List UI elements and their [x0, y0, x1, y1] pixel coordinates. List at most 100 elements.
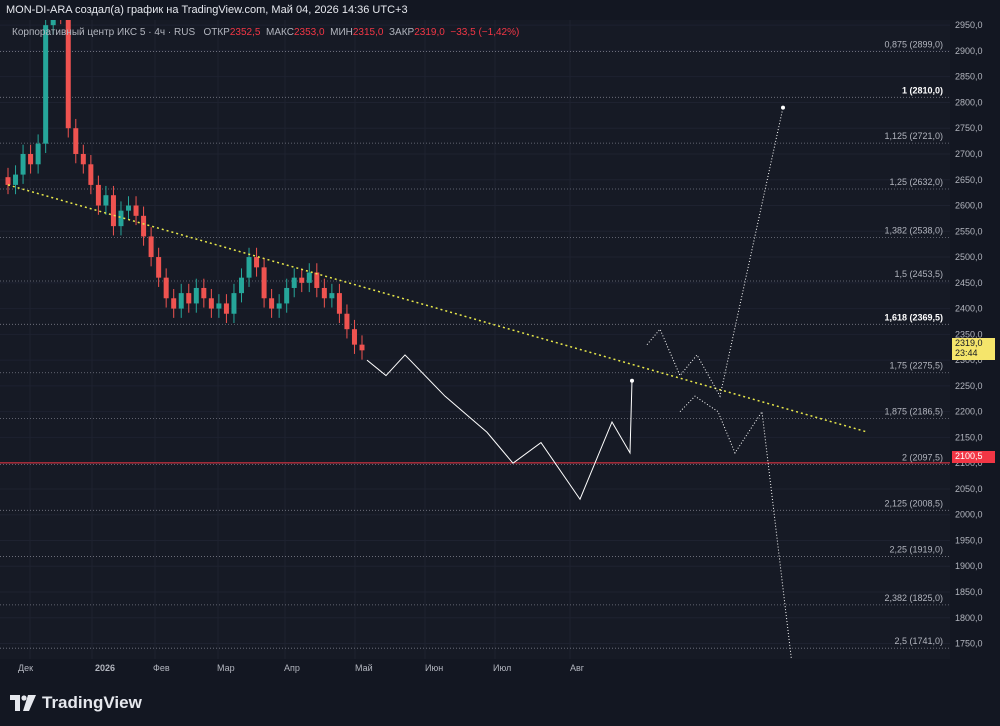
y-tick-label: 2350,0 [955, 329, 983, 339]
low-label: МИН [330, 27, 353, 38]
candle-body [43, 25, 49, 144]
chart-author-title: MON-DI-ARA создал(а) график на TradingVi… [6, 4, 408, 16]
candle-body [321, 287, 327, 299]
candle-body [5, 177, 11, 185]
y-tick-label: 2500,0 [955, 252, 983, 262]
y-tick-label: 1900,0 [955, 561, 983, 571]
y-tick-label: 1800,0 [955, 613, 983, 623]
y-tick-label: 2400,0 [955, 304, 983, 314]
candle-body [344, 313, 350, 330]
candle-body [254, 257, 260, 268]
trend-line [7, 184, 869, 433]
fib-level-label: 2 (2097,5) [902, 452, 943, 462]
y-tick-label: 2550,0 [955, 226, 983, 236]
candle-body [163, 277, 169, 299]
forecast-up-path [646, 107, 784, 398]
y-tick-label: 2150,0 [955, 432, 983, 442]
reference-price-tag: 2100,5 [952, 451, 995, 463]
y-tick-label: 2650,0 [955, 175, 983, 185]
candle-body [50, 20, 56, 26]
y-tick-label: 2900,0 [955, 46, 983, 56]
x-tick-label: Дек [18, 663, 33, 673]
fib-level-label: 1,125 (2721,0) [884, 131, 943, 141]
x-tick-label: Мар [217, 663, 235, 673]
y-tick-label: 1950,0 [955, 535, 983, 545]
candle-body [329, 293, 335, 299]
candle-body [261, 267, 267, 299]
candle-body [246, 257, 252, 278]
open-label: ОТКР [203, 27, 230, 38]
time-axis[interactable]: Дек 2026 Фев Мар Апр Май Июн Июл Авг [0, 659, 950, 677]
forecast-up-path-end [781, 105, 785, 110]
y-tick-label: 2100,0 [955, 458, 983, 468]
candle-body [299, 277, 305, 283]
candle-body [291, 277, 297, 288]
instrument-name: Корпоративный центр ИКС 5 · 4ч · RUS [12, 27, 196, 38]
fib-level-label: 2,125 (2008,5) [884, 498, 943, 508]
y-tick-label: 1850,0 [955, 587, 983, 597]
x-tick-label: Май [355, 663, 373, 673]
candle-body [359, 344, 365, 351]
fib-level-label: 2,382 (1825,0) [884, 593, 943, 603]
high-value: 2353,0 [293, 27, 325, 38]
tradingview-logo[interactable]: TradingView [10, 693, 142, 713]
fib-level-label: 0,875 (2899,0) [884, 39, 943, 49]
x-tick-label: Июн [425, 663, 443, 673]
low-value: 2315,0 [352, 27, 384, 38]
symbol-info: Корпоративный центр ИКС 5 · 4ч · RUS ОТК… [12, 27, 519, 38]
brand-name: TradingView [42, 693, 142, 712]
x-tick-label: Июл [493, 663, 511, 673]
x-tick-label: Фев [153, 663, 170, 673]
close-value: 2319,0 [414, 27, 445, 38]
y-tick-label: 2450,0 [955, 278, 983, 288]
close-label: ЗАКР [389, 27, 415, 38]
candle-body [88, 164, 94, 185]
y-tick-label: 2800,0 [955, 97, 983, 107]
fib-level-label: 1,75 (2275,5) [889, 361, 943, 371]
y-tick-label: 2750,0 [955, 123, 983, 133]
y-tick-label: 2700,0 [955, 149, 983, 159]
y-tick-label: 2300,0 [955, 355, 983, 365]
y-tick-label: 2250,0 [955, 381, 983, 391]
y-tick-label: 2600,0 [955, 201, 983, 211]
candle-body [351, 329, 357, 345]
change-value: −33,5 (−1,42%) [450, 27, 520, 38]
y-tick-label: 2050,0 [955, 484, 983, 494]
candle-body [156, 257, 162, 278]
candle-body [126, 205, 132, 211]
candle-body [73, 128, 79, 154]
fib-level-label: 2,25 (1919,0) [889, 544, 943, 554]
chart-plot-area[interactable]: 0,875 (2899,0) 1 (2810,0) 1,125 (2721,0) 1,… [0, 20, 950, 659]
candle-body [95, 184, 101, 206]
fib-level-label: 1,25 (2632,0) [889, 177, 943, 187]
y-tick-label: 2950,0 [955, 20, 983, 30]
x-tick-label: 2026 [95, 663, 115, 673]
candle-body [276, 303, 282, 309]
candle-body [284, 287, 290, 304]
forecast-main-path [366, 354, 633, 501]
candle-body [208, 298, 214, 309]
candle-body [306, 272, 312, 283]
fib-level-label: 1,5 (2453,5) [894, 269, 943, 279]
candle-body [171, 298, 177, 309]
open-value: 2352,5 [229, 27, 261, 38]
tradingview-icon [10, 695, 36, 711]
candle-body [193, 287, 199, 304]
candle-body [178, 293, 184, 309]
forecast-down-path [679, 395, 792, 659]
y-tick-label: 2200,0 [955, 407, 983, 417]
fib-level-label: 2,5 (1741,0) [894, 636, 943, 646]
y-tick-label: 2850,0 [955, 72, 983, 82]
fib-level-label: 1,382 (2538,0) [884, 225, 943, 235]
candle-body [118, 210, 124, 227]
candle-body [223, 303, 229, 314]
current-time-value: 23:44 [955, 348, 978, 358]
fib-level-label: 1,618 (2369,5) [884, 312, 943, 322]
price-axis-svg: 2950,0 2900,0 2850,0 2800,0 2750,0 2700,0 2650… [955, 20, 983, 648]
candle-body [201, 287, 207, 299]
high-label: МАКС [266, 27, 294, 38]
candle-body [186, 293, 192, 304]
candle-body [141, 215, 147, 237]
forecast-main-path-end [630, 378, 634, 383]
current-price-tag: 2319,0 23:44 [952, 338, 995, 360]
